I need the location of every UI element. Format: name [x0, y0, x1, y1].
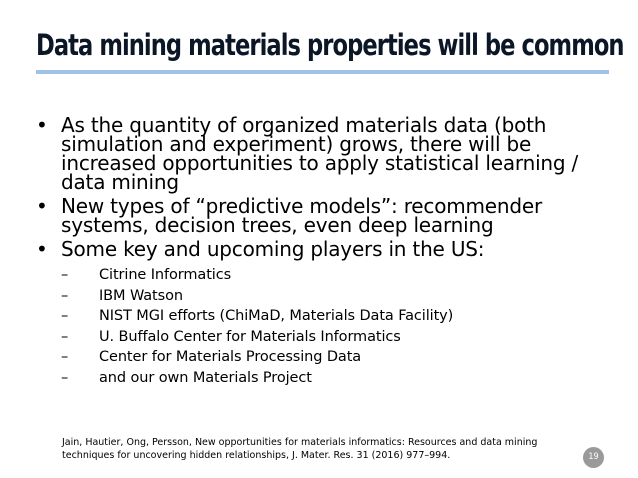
bullet-item: • Some key and upcoming players in the U…	[36, 237, 606, 388]
sub-bullet-item: – NIST MGI efforts (ChiMaD, Materials Da…	[61, 306, 606, 327]
title-underline	[36, 70, 609, 74]
dash-marker: –	[61, 267, 69, 283]
sub-bullet-text: U. Buffalo Center for Materials Informat…	[99, 328, 401, 345]
sub-bullet-item: – IBM Watson	[61, 286, 606, 307]
sub-bullet-list: – Citrine Informatics – IBM Watson – NIS…	[61, 265, 606, 388]
sub-bullet-text: Citrine Informatics	[99, 267, 232, 283]
bullet-text: New types of “predictive models”: recomm…	[61, 194, 543, 237]
bullet-item: • As the quantity of organized materials…	[36, 113, 606, 194]
bullet-list: • As the quantity of organized materials…	[36, 113, 606, 393]
sub-bullet-item: – Center for Materials Processing Data	[61, 347, 606, 368]
sub-bullet-text: IBM Watson	[99, 287, 183, 304]
dash-marker: –	[61, 369, 69, 386]
bullet-item: • New types of “predictive models”: reco…	[36, 194, 606, 237]
slide-title: Data mining materials properties will be…	[36, 28, 625, 62]
bullet-marker: •	[36, 113, 48, 137]
dash-marker: –	[61, 308, 69, 324]
dash-marker: –	[61, 287, 69, 304]
sub-bullet-text: Center for Materials Processing Data	[99, 349, 362, 365]
bullet-marker: •	[36, 237, 48, 261]
page-number-badge: 19	[583, 447, 604, 468]
sub-bullet-item: – Citrine Informatics	[61, 265, 606, 286]
sub-bullet-text: NIST MGI efforts (ChiMaD, Materials Data…	[99, 308, 454, 324]
sub-bullet-item: – and our own Materials Project	[61, 368, 606, 389]
dash-marker: –	[61, 349, 69, 365]
citation-text: Jain, Hautier, Ong, Persson, New opportu…	[62, 437, 538, 461]
bullet-text: Some key and upcoming players in the US:	[61, 237, 485, 261]
bullet-marker: •	[36, 194, 48, 218]
sub-bullet-item: – U. Buffalo Center for Materials Inform…	[61, 327, 606, 348]
dash-marker: –	[61, 328, 69, 345]
sub-bullet-text: and our own Materials Project	[99, 369, 312, 386]
bullet-text: As the quantity of organized materials d…	[61, 113, 579, 194]
